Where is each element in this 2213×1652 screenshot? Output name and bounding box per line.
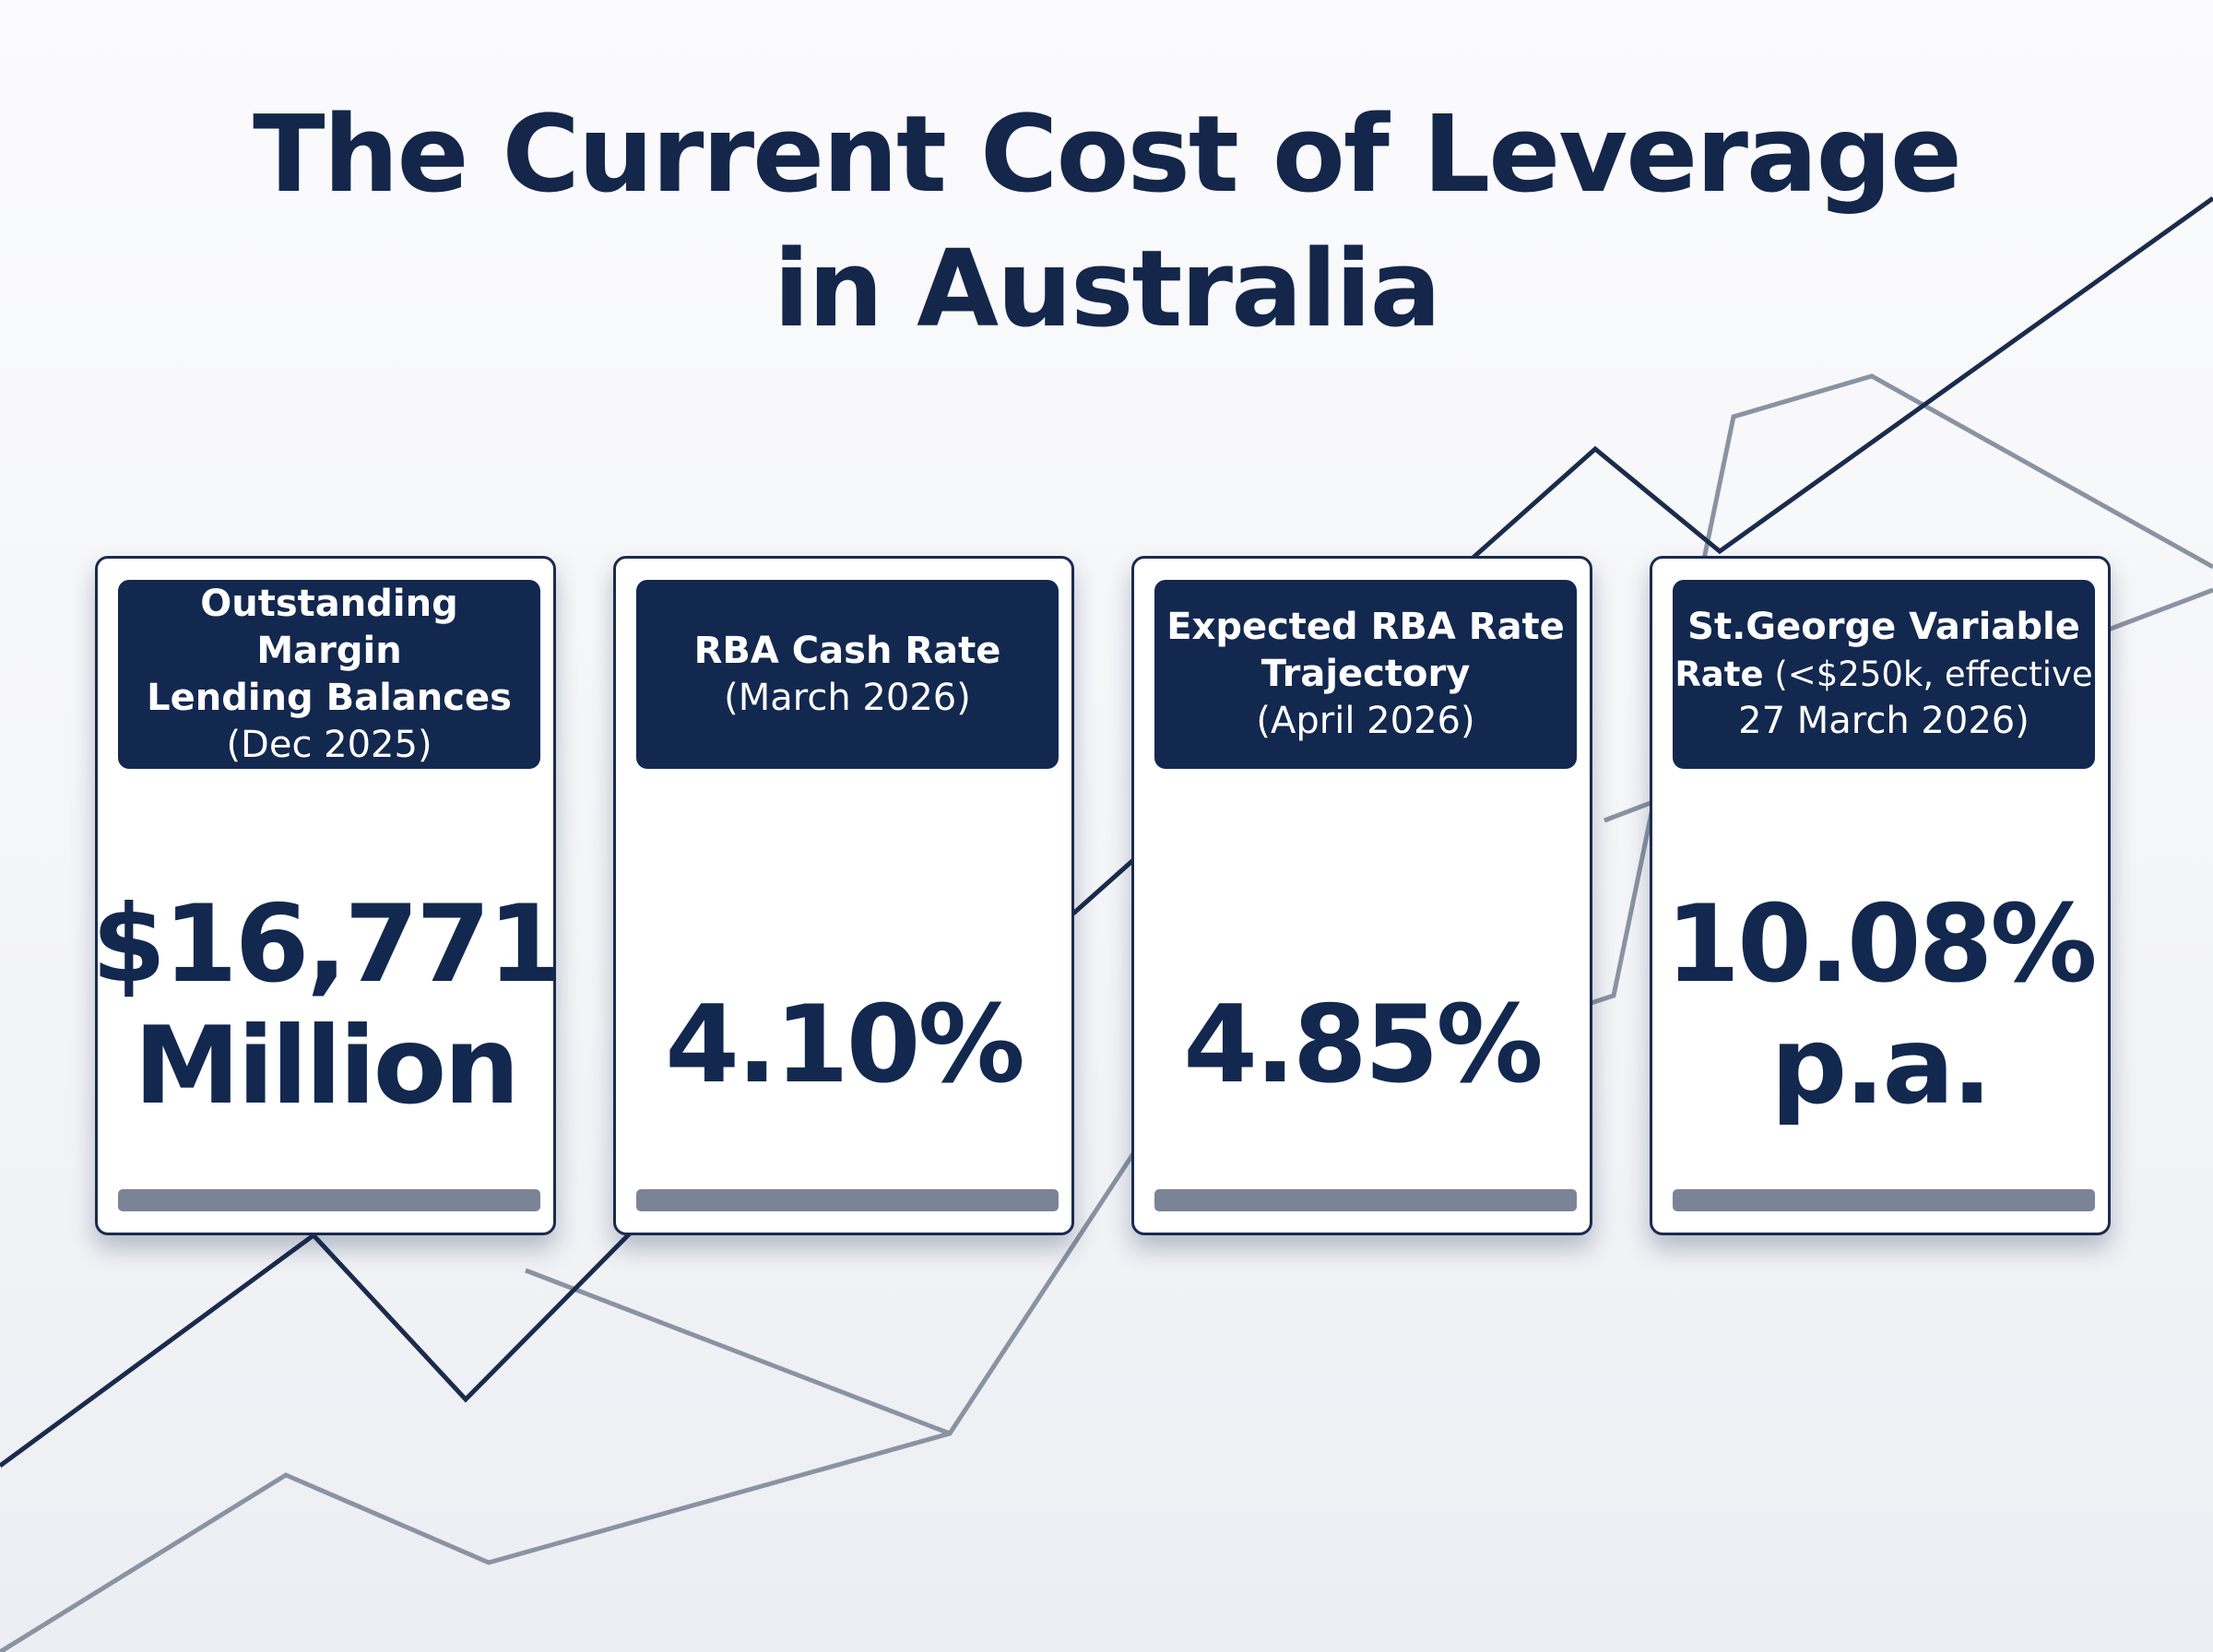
card-value: 10.08% p.a. bbox=[1652, 789, 2108, 1222]
card-header: Expected RBA Rate Trajectory (April 2026… bbox=[1154, 580, 1577, 769]
card-header-title: St.George Variable bbox=[1687, 606, 2080, 648]
card-header-date: (March 2026) bbox=[724, 676, 971, 719]
card-header-subtitle: Rate (<$250k, effective bbox=[1675, 651, 2092, 698]
card-footer-bar bbox=[636, 1189, 1059, 1211]
page-title: The Current Cost of Leverage in Australi… bbox=[0, 88, 2213, 357]
card-header: RBA Cash Rate (March 2026) bbox=[636, 580, 1059, 769]
card-header-title: Expected RBA Rate bbox=[1166, 606, 1565, 648]
card-header-title-2: Trajectory bbox=[1260, 653, 1471, 695]
card-value-line-1: $16,771 bbox=[91, 882, 562, 1007]
card-header-title: Outstanding Margin bbox=[200, 582, 458, 672]
card-header-date: (April 2026) bbox=[1256, 700, 1475, 742]
card-value-line-1: 4.10% bbox=[665, 983, 1024, 1107]
card-value: 4.10% bbox=[616, 789, 1071, 1302]
card-footer-bar bbox=[118, 1189, 540, 1211]
card-stgeorge-variable-rate: St.George Variable Rate (<$250k, effecti… bbox=[1650, 556, 2111, 1235]
title-line-1: The Current Cost of Leverage bbox=[253, 93, 1962, 217]
card-header-rate-word: Rate bbox=[1675, 655, 1764, 694]
card-footer-bar bbox=[1154, 1189, 1577, 1211]
card-header-title: RBA Cash Rate bbox=[693, 629, 1001, 672]
card-header-date: 27 March 2026) bbox=[1738, 700, 2030, 742]
card-header-date: (Dec 2025) bbox=[226, 723, 432, 766]
card-header-condition: (<$250k, effective bbox=[1763, 655, 2093, 694]
card-footer-bar bbox=[1673, 1189, 2095, 1211]
card-value-line-1: 4.85% bbox=[1183, 983, 1543, 1107]
title-line-2: in Australia bbox=[773, 228, 1441, 351]
card-value-line-1: 10.08% bbox=[1665, 882, 2097, 1007]
trend-line-light-lower bbox=[525, 1268, 951, 1436]
card-header: Outstanding Margin Lending Balances (Dec… bbox=[118, 580, 540, 769]
card-value: 4.85% bbox=[1134, 789, 1590, 1302]
card-value-line-2: p.a. bbox=[1770, 1004, 1992, 1128]
card-expected-rba-trajectory: Expected RBA Rate Trajectory (April 2026… bbox=[1131, 556, 1592, 1235]
card-value: $16,771 Million bbox=[91, 789, 562, 1222]
card-rba-cash-rate: RBA Cash Rate (March 2026) 4.10% bbox=[613, 556, 1074, 1235]
card-header-title-2: Lending Balances bbox=[147, 676, 512, 719]
card-margin-lending: Outstanding Margin Lending Balances (Dec… bbox=[91, 556, 562, 1235]
card-value-line-2: Million bbox=[134, 1004, 520, 1128]
card-header: St.George Variable Rate (<$250k, effecti… bbox=[1673, 580, 2095, 769]
